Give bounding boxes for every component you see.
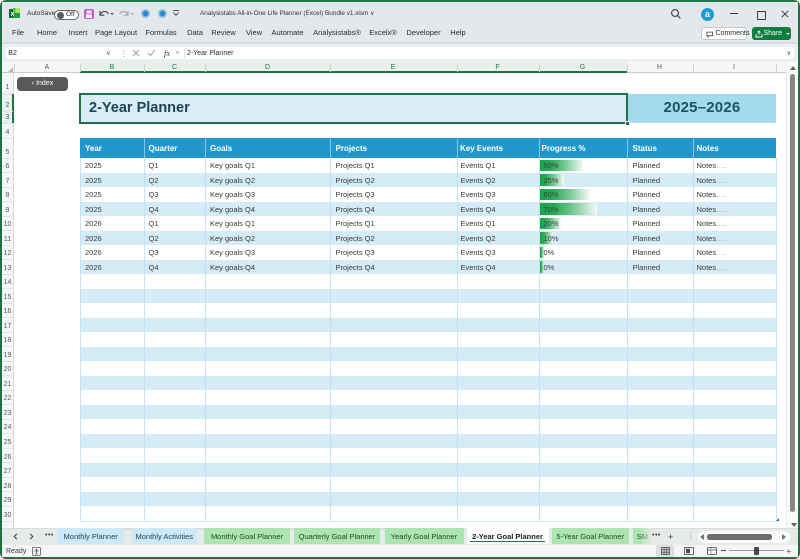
svg-text:x: x [10,11,14,18]
